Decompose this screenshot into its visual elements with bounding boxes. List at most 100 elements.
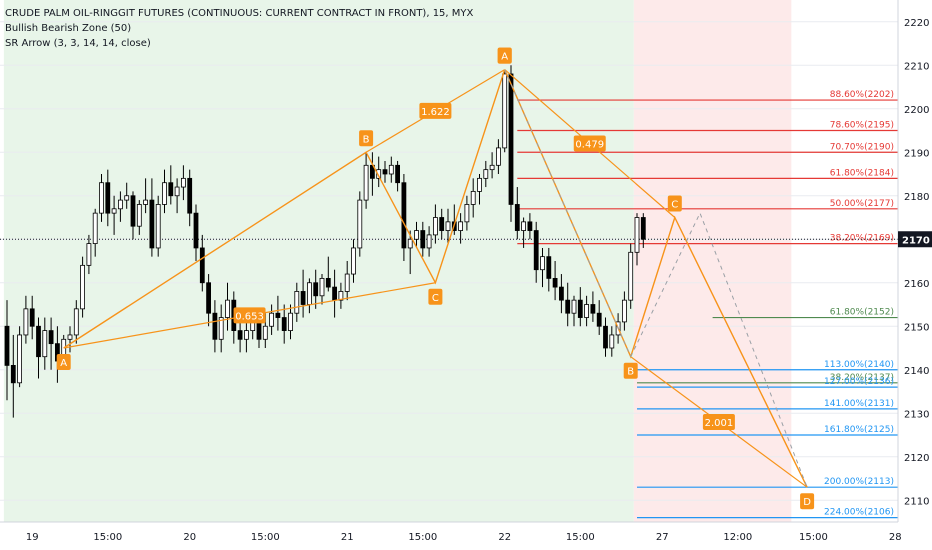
candle-body xyxy=(514,204,520,231)
ratio-label: 2.001 xyxy=(705,418,734,429)
candle-body xyxy=(388,164,394,175)
candle-body xyxy=(67,334,73,340)
point-marker xyxy=(800,493,815,510)
y-tick-label: 2220 xyxy=(904,18,929,29)
candle xyxy=(546,247,552,292)
candle xyxy=(514,187,520,240)
ratio-label: 0.479 xyxy=(575,140,604,151)
candle-body xyxy=(559,286,564,301)
ratio-box xyxy=(419,102,452,119)
candle-body xyxy=(332,286,338,301)
point-marker xyxy=(667,195,682,212)
fib-level-label: 141.00%(2131) xyxy=(824,399,894,409)
candle-body xyxy=(48,330,54,345)
candle xyxy=(445,208,451,244)
candle-body xyxy=(174,186,180,197)
candle xyxy=(124,182,130,209)
fib-level-label: 50.00%(2177) xyxy=(830,199,894,209)
x-tick-label: 12:00 xyxy=(723,532,752,543)
candle xyxy=(17,326,23,388)
candle-body xyxy=(325,277,331,288)
candle-body xyxy=(603,325,608,349)
candle-body xyxy=(338,291,344,301)
candle-body xyxy=(420,230,426,249)
candle-body xyxy=(124,195,130,201)
candle-body xyxy=(262,325,268,340)
fib-level-label: 200.00%(2113) xyxy=(824,477,894,487)
candle-body xyxy=(546,256,552,279)
candle-body xyxy=(376,169,382,179)
candle xyxy=(319,274,325,305)
candle-body xyxy=(136,204,142,227)
candle-body xyxy=(206,282,212,314)
price-axis-bg xyxy=(898,0,932,550)
candle xyxy=(559,274,564,314)
candle xyxy=(596,300,602,335)
candle xyxy=(86,234,92,275)
candle-body xyxy=(212,312,218,340)
candle xyxy=(136,200,142,235)
candle-body xyxy=(565,299,571,314)
x-tick-label: 15:00 xyxy=(566,532,595,543)
candle-body xyxy=(118,199,123,210)
y-tick-label: 2210 xyxy=(904,61,929,72)
candle xyxy=(388,156,394,183)
candle xyxy=(622,291,627,331)
fib-level-label: 224.00%(2106) xyxy=(824,508,894,518)
candle-body xyxy=(426,234,432,249)
candle xyxy=(92,208,98,257)
candle-body xyxy=(281,317,287,331)
candle xyxy=(325,256,331,292)
x-tick-label: 20 xyxy=(183,532,196,543)
candle xyxy=(495,139,501,174)
candle-body xyxy=(149,199,155,249)
candle xyxy=(483,160,489,188)
y-tick-label: 2110 xyxy=(904,496,929,507)
candle xyxy=(99,174,104,222)
candle-body xyxy=(596,312,602,327)
candle-body xyxy=(17,334,23,384)
candle xyxy=(206,274,212,327)
candle xyxy=(193,204,199,261)
candle xyxy=(67,326,73,353)
point-label: A xyxy=(501,52,508,63)
fib-level-label: 88.60%(2202) xyxy=(830,90,894,100)
candle xyxy=(105,169,111,227)
candle-body xyxy=(256,321,262,340)
candle xyxy=(225,282,230,331)
candle-body xyxy=(36,325,41,358)
candle xyxy=(351,239,356,283)
candle-body xyxy=(294,291,300,314)
candle-body xyxy=(533,230,539,271)
candle xyxy=(218,304,224,353)
candle-body xyxy=(540,256,545,271)
candle xyxy=(174,178,180,214)
candle-body xyxy=(29,308,35,327)
candle-body xyxy=(495,147,501,166)
chart-title: CRUDE PALM OIL-RINGGIT FUTURES (CONTINUO… xyxy=(5,8,474,19)
candle xyxy=(162,169,167,214)
candle-body xyxy=(464,204,470,223)
ratio-label: 1.622 xyxy=(421,107,450,118)
indicator-label-sr-arrow: SR Arrow (3, 3, 14, 14, close) xyxy=(5,38,151,49)
candle xyxy=(118,191,123,222)
candle-body xyxy=(584,304,589,318)
candle-body xyxy=(527,221,533,231)
candle xyxy=(42,317,48,370)
candle xyxy=(571,295,577,327)
candle-body xyxy=(508,73,514,205)
candle-body xyxy=(344,273,350,292)
point-marker xyxy=(359,130,374,147)
candle-body xyxy=(275,312,281,318)
candle-body xyxy=(225,299,230,318)
candle-body xyxy=(288,312,293,332)
y-tick-label: 2200 xyxy=(904,105,929,116)
candle-body xyxy=(269,312,275,327)
candle-body xyxy=(395,164,401,184)
candle xyxy=(470,178,476,218)
candle-body xyxy=(237,330,243,340)
candle xyxy=(168,165,174,205)
candle-body xyxy=(502,73,508,149)
candle xyxy=(458,213,464,244)
